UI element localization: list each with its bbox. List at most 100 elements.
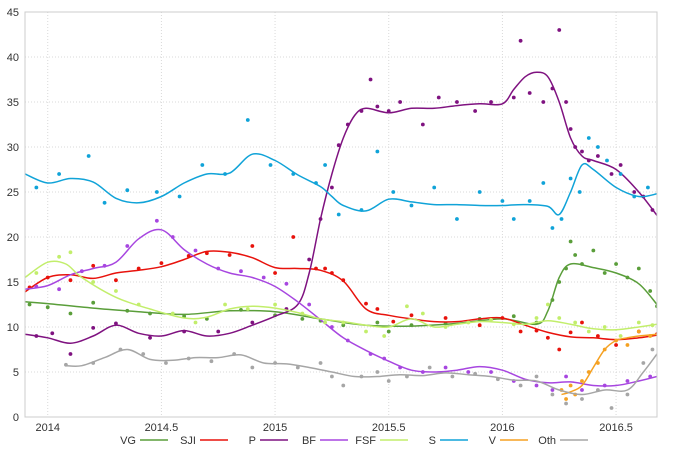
point-p-32 [568, 127, 573, 131]
point-oth-6 [209, 359, 214, 364]
legend-item-p: P [249, 435, 288, 447]
series-p [25, 28, 657, 356]
series-oth [64, 347, 657, 410]
point-oth-16 [386, 379, 391, 383]
point-s-9 [245, 118, 250, 122]
point-vg-28 [614, 262, 618, 266]
point-sji-30 [595, 334, 600, 338]
legend-label-vg: VG [120, 435, 136, 447]
point-fsf-8 [223, 302, 227, 307]
point-s-7 [200, 163, 205, 167]
legend-item-vg: VG [120, 435, 168, 447]
point-bf-12 [307, 302, 312, 307]
point-v-2 [568, 383, 573, 388]
y-tick-label-30: 30 [7, 142, 19, 154]
point-sji-20 [409, 313, 414, 318]
point-fsf-26 [586, 329, 591, 334]
point-oth-22 [518, 383, 523, 388]
point-fsf-23 [545, 302, 550, 307]
point-vg-31 [648, 289, 653, 293]
plot-background [25, 12, 657, 417]
point-oth-31 [650, 347, 655, 352]
y-tick-label-10: 10 [7, 322, 19, 334]
trend-line-vg [25, 262, 657, 328]
point-v-4 [580, 379, 584, 383]
point-sji-27 [557, 347, 562, 352]
point-oth-15 [375, 370, 380, 374]
point-p-16 [368, 77, 373, 82]
point-s-19 [432, 185, 437, 190]
series-layer [25, 28, 657, 410]
point-p-4 [114, 321, 118, 326]
point-s-33 [618, 172, 623, 176]
point-s-23 [511, 217, 516, 221]
point-oth-13 [341, 383, 346, 388]
point-bf-28 [625, 379, 630, 383]
point-fsf-4 [114, 289, 118, 293]
point-sji-4 [114, 278, 118, 283]
point-p-17 [375, 104, 380, 109]
trend-line-fsf [25, 260, 657, 331]
point-s-18 [409, 203, 414, 208]
point-p-10 [307, 257, 312, 262]
point-p-28 [541, 100, 546, 104]
point-sji-12 [291, 235, 296, 239]
point-fsf-10 [273, 302, 277, 307]
point-fsf-12 [323, 320, 327, 325]
point-p-27 [527, 91, 532, 95]
point-fsf-29 [636, 320, 641, 325]
point-oth-23 [534, 374, 539, 379]
y-tick-label-5: 5 [13, 367, 19, 379]
point-sji-14 [323, 266, 327, 271]
trend-line-p [25, 71, 657, 344]
point-p-22 [455, 100, 459, 104]
point-s-5 [154, 190, 159, 194]
point-s-21 [477, 190, 482, 194]
point-v-10 [636, 329, 641, 334]
legend-item-v: V [489, 435, 528, 447]
point-sji-11 [273, 271, 277, 275]
point-p-39 [632, 190, 637, 194]
point-v-1 [564, 397, 568, 401]
point-oth-26 [580, 397, 584, 401]
point-vg-26 [591, 248, 596, 253]
plot-border [24, 11, 658, 418]
point-bf-10 [261, 275, 266, 280]
point-sji-28 [568, 330, 573, 335]
point-sji-26 [545, 335, 550, 340]
point-fsf-28 [618, 334, 623, 338]
legend-item-oth: Oth [538, 435, 588, 447]
point-sji-22 [477, 323, 482, 328]
point-fsf-24 [557, 316, 562, 320]
point-oth-28 [609, 406, 614, 410]
point-bf-7 [193, 248, 198, 253]
series-fsf [25, 250, 657, 338]
point-oth-24 [550, 392, 555, 397]
point-bf-5 [154, 218, 159, 223]
point-s-25 [541, 181, 546, 185]
x-tick-label-2016-5: 2016.5 [599, 422, 633, 434]
point-s-20 [455, 217, 459, 221]
point-oth-12 [330, 374, 334, 379]
point-s-22 [500, 199, 505, 203]
point-vg-3 [91, 300, 96, 305]
point-s-24 [527, 199, 532, 203]
point-oth-8 [250, 365, 255, 370]
point-p-5 [148, 335, 152, 340]
point-vg-23 [568, 239, 573, 244]
point-p-37 [609, 172, 614, 176]
point-fsf-1 [57, 254, 62, 259]
point-sji-24 [518, 329, 523, 334]
point-s-6 [177, 194, 182, 199]
y-tick-label-45: 45 [7, 7, 19, 19]
point-sji-10 [250, 244, 255, 248]
series-s [25, 118, 657, 230]
point-vg-10 [300, 317, 305, 321]
point-s-27 [559, 217, 564, 221]
point-oth-19 [450, 374, 455, 379]
point-fsf-3 [91, 280, 96, 284]
point-sji-2 [68, 278, 73, 283]
point-bf-4 [125, 244, 130, 248]
point-bf-21 [489, 370, 493, 374]
